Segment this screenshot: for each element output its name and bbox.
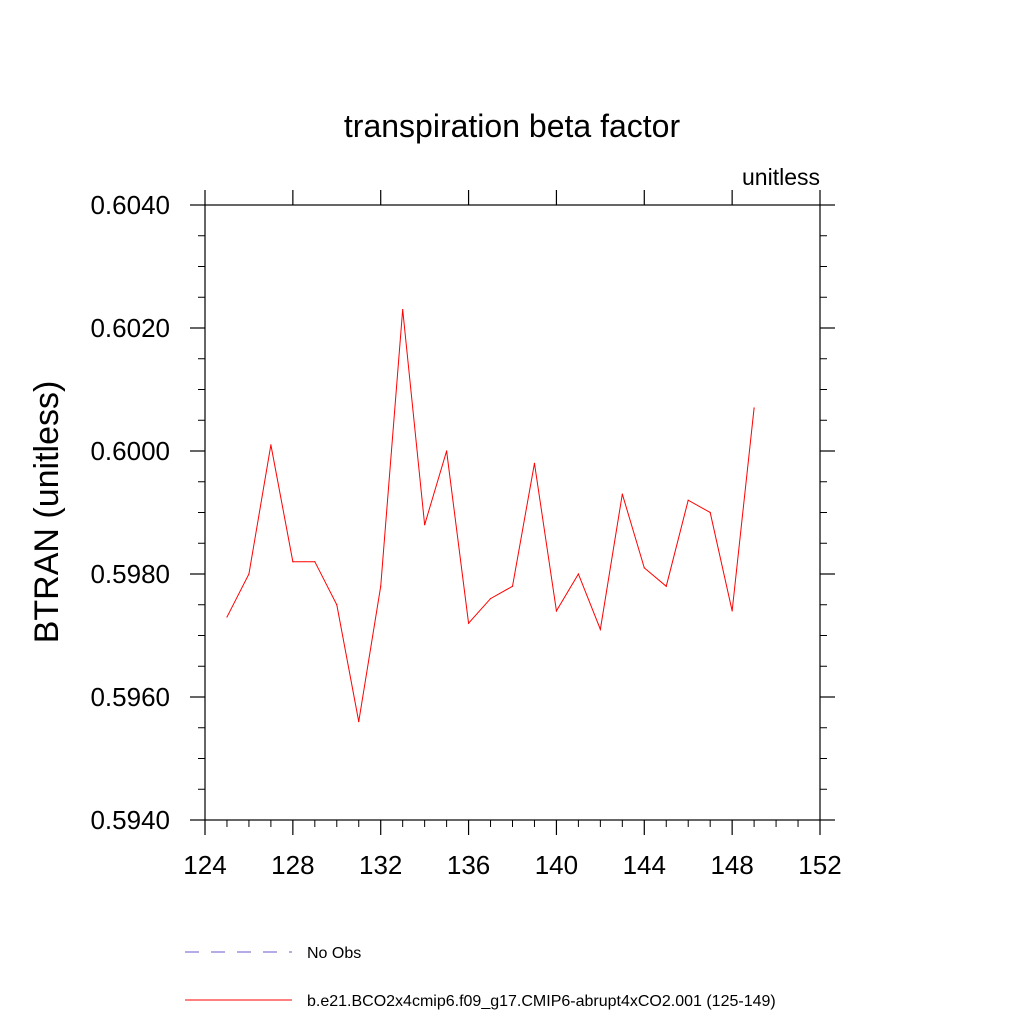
x-tick-label: 152 [798,850,841,880]
series-layer [226,308,755,723]
chart-title: transpiration beta factor [344,108,681,144]
data-point [665,585,667,587]
units-label: unitless [742,164,820,190]
data-point [753,407,755,409]
x-tick-label: 148 [710,850,753,880]
x-tick-label: 128 [271,850,314,880]
data-point [336,604,338,606]
y-tick-label: 0.6000 [90,436,170,466]
data-point [380,585,382,587]
x-tick-label: 144 [623,850,666,880]
y-tick-label: 0.6040 [90,190,170,220]
y-axis-label: BTRAN (unitless) [28,381,66,644]
legend-label: b.e21.BCO2x4cmip6.f09_g17.CMIP6-abrupt4x… [307,993,776,1010]
data-point [292,561,294,563]
data-point [533,462,536,464]
data-point [226,616,228,618]
series-line [226,309,755,722]
data-point [555,610,558,612]
data-point [709,511,711,514]
data-point [577,573,579,575]
x-tick-label: 136 [447,850,490,880]
axis-ticks: 124 128 132 136 140 144 148 152 0.5940 0.5960 0.59… [90,190,842,880]
data-point [687,499,689,501]
data-point [402,308,404,311]
data-point [511,585,514,587]
x-tick-label: 132 [359,850,402,880]
data-point [731,610,733,612]
plot-frame [204,204,821,821]
data-point [314,561,316,563]
data-point [467,622,470,624]
y-tick-label: 0.5940 [90,805,170,835]
data-point [358,721,360,723]
data-point [489,598,492,600]
x-tick-label: 140 [535,850,578,880]
y-tick-label: 0.5960 [90,682,170,712]
legend: No Obs b.e21.BCO2x4cmip6.f09_g17.CMIP6-ab… [185,945,776,1010]
data-point [248,573,250,575]
data-point [270,444,272,446]
y-tick-label: 0.6020 [90,313,170,343]
x-tick-label: 124 [183,850,226,880]
data-point [599,628,601,630]
legend-label: No Obs [307,945,361,962]
y-tick-label: 0.5980 [90,559,170,589]
data-point [424,524,426,526]
data-point [446,450,448,452]
data-point [621,493,623,495]
data-point [643,567,645,569]
